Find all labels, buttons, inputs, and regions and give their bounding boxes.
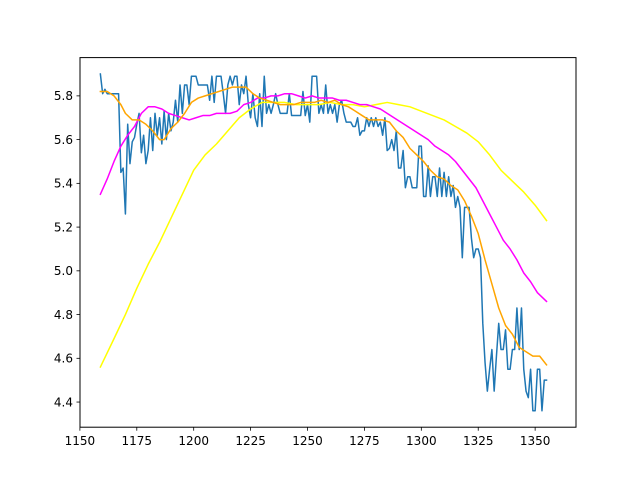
x-tick-label: 1325	[463, 434, 494, 448]
x-tick-label: 1150	[65, 434, 96, 448]
series-line-4	[99, 86, 548, 366]
x-tick-label: 1200	[178, 434, 209, 448]
y-tick-label: 5.2	[54, 220, 73, 234]
y-tick-label: 4.4	[54, 395, 73, 409]
y-axis: 4.4 4.6 4.8 5.0 5.2 5.4 5.6 5.8	[54, 89, 80, 409]
x-tick-label: 1350	[520, 434, 551, 448]
x-tick-label: 1225	[235, 434, 266, 448]
series-layer	[99, 73, 548, 412]
y-tick-label: 5.6	[54, 133, 73, 147]
y-tick-label: 5.8	[54, 89, 73, 103]
y-tick-label: 5.0	[54, 264, 73, 278]
series-line-3	[99, 92, 548, 303]
x-tick-label: 1250	[292, 434, 323, 448]
plot-area-frame	[79, 57, 577, 428]
x-axis: 1150 1175 1200 1225 1250 1275 1300 1325 1350	[65, 427, 551, 448]
y-tick-label: 4.6	[54, 352, 73, 366]
y-tick-label: 4.8	[54, 308, 73, 322]
x-tick-label: 1275	[349, 434, 380, 448]
series-line-1	[99, 73, 548, 412]
series-line-2	[99, 101, 548, 369]
x-tick-label: 1300	[406, 434, 437, 448]
y-tick-label: 5.4	[54, 177, 73, 191]
x-tick-label: 1175	[122, 434, 153, 448]
